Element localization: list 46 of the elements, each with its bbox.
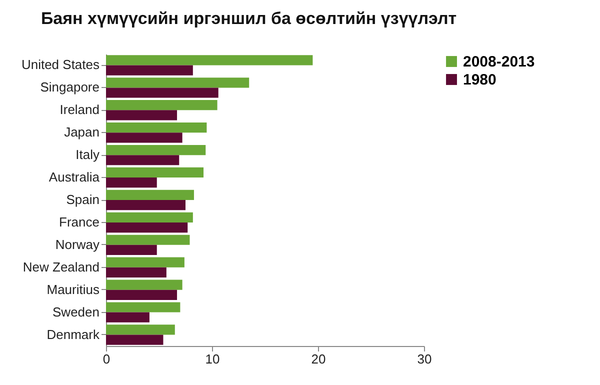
bar: [106, 190, 194, 200]
bar: [106, 212, 193, 222]
y-tick-label: Singapore: [40, 80, 100, 95]
x-tick-label: 10: [205, 352, 220, 366]
y-tick-label: Ireland: [60, 102, 100, 118]
bar: [106, 312, 150, 322]
bar: [106, 55, 313, 66]
y-tick-label: Japan: [64, 124, 100, 140]
bar: [106, 155, 180, 166]
bar: [106, 132, 182, 143]
bar: [106, 290, 178, 300]
chart-title: Баян хүмүүсийн иргэншил ба өсөлтийн үзүүлэлт: [40, 9, 457, 28]
y-tick-label: Mauritius: [46, 282, 100, 297]
bar: [106, 110, 178, 120]
bar: [106, 100, 218, 110]
bar: [106, 200, 186, 210]
bar: [106, 178, 157, 188]
y-tick-label: New Zealand: [22, 259, 100, 274]
bar: [106, 222, 188, 233]
y-tick-label: France: [59, 214, 100, 230]
y-tick-label: Sweden: [52, 304, 100, 320]
bar: [106, 65, 193, 76]
bar: [106, 257, 184, 268]
bar: [106, 78, 250, 88]
x-tick-label: 20: [311, 352, 326, 366]
y-tick-label: Denmark: [46, 326, 100, 342]
bar: [106, 280, 182, 290]
bar: [106, 234, 190, 245]
y-tick-label: Italy: [76, 147, 100, 162]
legend-label: 1980: [463, 72, 496, 88]
y-tick-label: Australia: [48, 170, 100, 185]
bar: [106, 167, 204, 178]
x-tick-label: 0: [102, 352, 110, 366]
bar: [106, 334, 164, 345]
y-tick-label: Spain: [66, 192, 100, 207]
bar: [106, 144, 206, 156]
legend-label: 2008-2013: [463, 54, 535, 70]
bar: [106, 302, 180, 312]
bar: [106, 267, 166, 278]
bar: [106, 122, 207, 133]
y-tick-label: Norway: [55, 236, 100, 252]
bar: [106, 88, 218, 98]
bar: [106, 324, 175, 335]
bar: [106, 244, 157, 256]
x-tick-label: 30: [417, 352, 432, 366]
y-tick-label: United States: [21, 57, 100, 72]
